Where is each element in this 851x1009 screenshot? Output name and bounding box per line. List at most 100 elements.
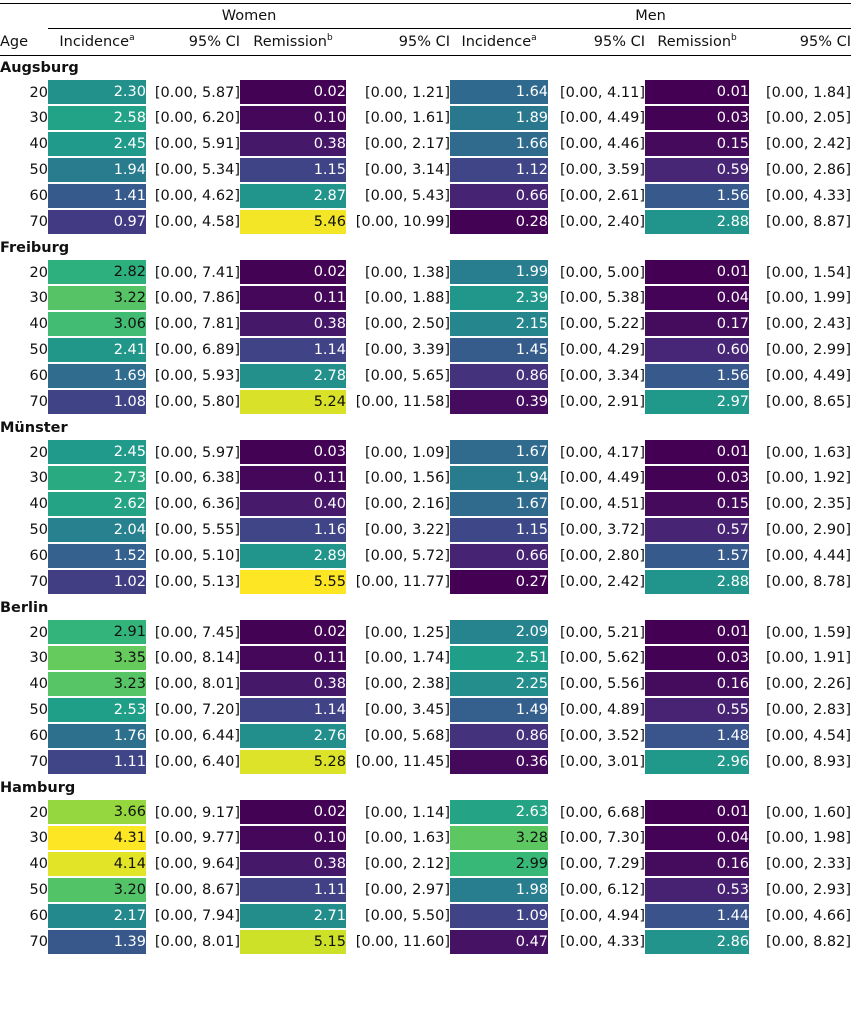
men-remission-cell: 0.57 — [645, 517, 750, 544]
men-remission-cell: 0.60 — [645, 337, 750, 364]
women-remission-cell: 0.03 — [240, 440, 346, 466]
age-cell: 70 — [29, 934, 48, 950]
women-remission-ci-cell: [0.00, 10.99] — [355, 214, 451, 230]
women-incidence-ci-cell: [0.00, 8.67] — [154, 882, 240, 898]
men-incidence-ci-cell: [0.00, 2.91] — [559, 394, 646, 410]
men-incidence-ci-cell: [0.00, 7.29] — [559, 856, 646, 872]
age-cell: 20 — [29, 444, 48, 461]
men-remission-ci-cell: [0.00, 2.99] — [765, 342, 851, 358]
col-men-remission-ci: 95% CI — [749, 28, 851, 56]
age-cell: 60 — [29, 908, 48, 924]
men-remission-ci-cell: [0.00, 4.49] — [765, 368, 851, 384]
age-cell: 70 — [29, 214, 48, 230]
men-remission-cell: 0.03 — [645, 645, 750, 672]
men-incidence-ci-cell: [0.00, 2.42] — [559, 574, 646, 590]
women-incidence-cell: 2.82 — [48, 260, 146, 286]
women-remission-cell: 0.10 — [240, 105, 346, 132]
men-incidence-ci-cell: [0.00, 4.89] — [559, 702, 646, 718]
women-incidence-ci-cell: [0.00, 6.44] — [154, 728, 240, 744]
women-incidence-ci-cell: [0.00, 5.93] — [154, 368, 240, 384]
city-group-row: Hamburg — [0, 775, 851, 800]
age-cell: 20 — [29, 804, 48, 821]
men-remission-cell: 0.55 — [645, 697, 750, 724]
men-incidence-ci-cell: [0.00, 5.62] — [559, 650, 646, 666]
table-row: 60 1.69 [0.00, 5.93] 2.78 [0.00, 5.65] 0.86 [0… — [0, 363, 851, 390]
women-remission-cell: 1.14 — [240, 697, 346, 724]
age-cell: 50 — [29, 342, 48, 358]
women-remission-ci-cell: [0.00, 3.45] — [364, 702, 451, 718]
men-remission-ci-cell: [0.00, 1.59] — [765, 624, 851, 641]
table-row: 30 3.22 [0.00, 7.86] 0.11 [0.00, 1.88] 2.39 [0… — [0, 285, 851, 312]
women-remission-cell: 0.02 — [240, 620, 346, 646]
women-remission-ci-cell: [0.00, 1.21] — [364, 84, 451, 101]
women-remission-cell: 2.87 — [240, 183, 346, 210]
men-incidence-cell: 2.39 — [450, 285, 549, 312]
men-remission-ci-cell: [0.00, 2.86] — [765, 162, 851, 178]
age-cell: 40 — [29, 316, 48, 332]
women-remission-cell: 0.11 — [240, 285, 346, 312]
table-body: Augsburg 20 2.30 [0.00, 5.87] 0.02 [0.00, 1.2… — [0, 56, 851, 956]
men-incidence-cell: 3.28 — [450, 825, 549, 852]
women-incidence-cell: 2.73 — [48, 465, 146, 492]
men-incidence-ci-cell: [0.00, 4.33] — [559, 934, 646, 950]
men-incidence-ci-cell: [0.00, 4.46] — [559, 136, 646, 152]
men-incidence-ci-cell: [0.00, 5.21] — [559, 624, 646, 641]
men-remission-cell: 0.01 — [645, 80, 750, 106]
age-cell: 30 — [29, 650, 48, 666]
city-label: Hamburg — [0, 780, 76, 796]
women-remission-cell: 0.02 — [240, 260, 346, 286]
women-incidence-ci-cell: [0.00, 7.45] — [154, 624, 240, 641]
men-remission-cell: 2.88 — [645, 569, 750, 596]
table-row: 20 2.30 [0.00, 5.87] 0.02 [0.00, 1.21] 1.64 [0… — [0, 80, 851, 106]
age-cell: 20 — [29, 84, 48, 101]
men-remission-ci-cell: [0.00, 1.63] — [765, 444, 851, 461]
women-incidence-ci-cell: [0.00, 7.41] — [154, 264, 240, 281]
women-incidence-cell: 2.45 — [48, 440, 146, 466]
men-incidence-ci-cell: [0.00, 3.72] — [559, 522, 646, 538]
women-incidence-ci-cell: [0.00, 8.01] — [154, 676, 240, 692]
col-women-incidence-ci: 95% CI — [146, 28, 240, 56]
men-incidence-ci-cell: [0.00, 3.34] — [559, 368, 646, 384]
age-cell: 30 — [29, 830, 48, 846]
men-incidence-ci-cell: [0.00, 4.94] — [559, 908, 646, 924]
women-remission-ci-cell: [0.00, 11.60] — [355, 934, 451, 950]
men-incidence-ci-cell: [0.00, 3.52] — [559, 728, 646, 744]
age-cell: 50 — [29, 162, 48, 178]
table-row: 50 1.94 [0.00, 5.34] 1.15 [0.00, 3.14] 1.12 [0… — [0, 157, 851, 184]
men-remission-ci-cell: [0.00, 2.35] — [765, 496, 851, 512]
women-incidence-cell: 2.53 — [48, 697, 146, 724]
age-cell: 20 — [29, 624, 48, 641]
age-cell: 30 — [29, 470, 48, 486]
women-incidence-cell: 2.41 — [48, 337, 146, 364]
women-remission-cell: 5.28 — [240, 749, 346, 776]
men-incidence-cell: 2.51 — [450, 645, 549, 672]
table-row: 60 2.17 [0.00, 7.94] 2.71 [0.00, 5.50] 1.09 [0… — [0, 903, 851, 930]
women-incidence-cell: 3.35 — [48, 645, 146, 672]
group-header-row: Women Men — [0, 3, 851, 29]
men-incidence-cell: 2.99 — [450, 851, 549, 878]
women-incidence-ci-cell: [0.00, 7.20] — [154, 702, 240, 718]
men-incidence-cell: 1.64 — [450, 80, 549, 106]
women-remission-ci-cell: [0.00, 1.09] — [364, 444, 451, 461]
men-incidence-ci-cell: [0.00, 2.61] — [559, 188, 646, 204]
age-cell: 60 — [29, 368, 48, 384]
city-group-row: Freiburg — [0, 235, 851, 260]
men-remission-cell: 2.88 — [645, 209, 750, 236]
women-remission-ci-cell: [0.00, 1.56] — [364, 470, 451, 486]
men-incidence-cell: 1.98 — [450, 877, 549, 904]
women-incidence-cell: 2.62 — [48, 491, 146, 518]
table-row: 50 3.20 [0.00, 8.67] 1.11 [0.00, 2.97] 1.98 [0… — [0, 877, 851, 904]
women-incidence-ci-cell: [0.00, 8.01] — [154, 934, 240, 950]
col-men-incidence: Incidencea — [450, 28, 549, 56]
women-remission-cell: 2.76 — [240, 723, 346, 750]
col-women-remission-ci: 95% CI — [346, 28, 451, 56]
women-incidence-ci-cell: [0.00, 5.34] — [154, 162, 240, 178]
age-cell: 60 — [29, 728, 48, 744]
women-incidence-cell: 2.30 — [48, 80, 146, 106]
women-incidence-cell: 2.58 — [48, 105, 146, 132]
men-incidence-cell: 1.89 — [450, 105, 549, 132]
table-row: 20 2.45 [0.00, 5.97] 0.03 [0.00, 1.09] 1.67 [0… — [0, 440, 851, 466]
men-incidence-cell: 0.86 — [450, 723, 549, 750]
men-incidence-ci-cell: [0.00, 5.56] — [559, 676, 646, 692]
men-incidence-ci-cell: [0.00, 4.11] — [559, 84, 646, 101]
